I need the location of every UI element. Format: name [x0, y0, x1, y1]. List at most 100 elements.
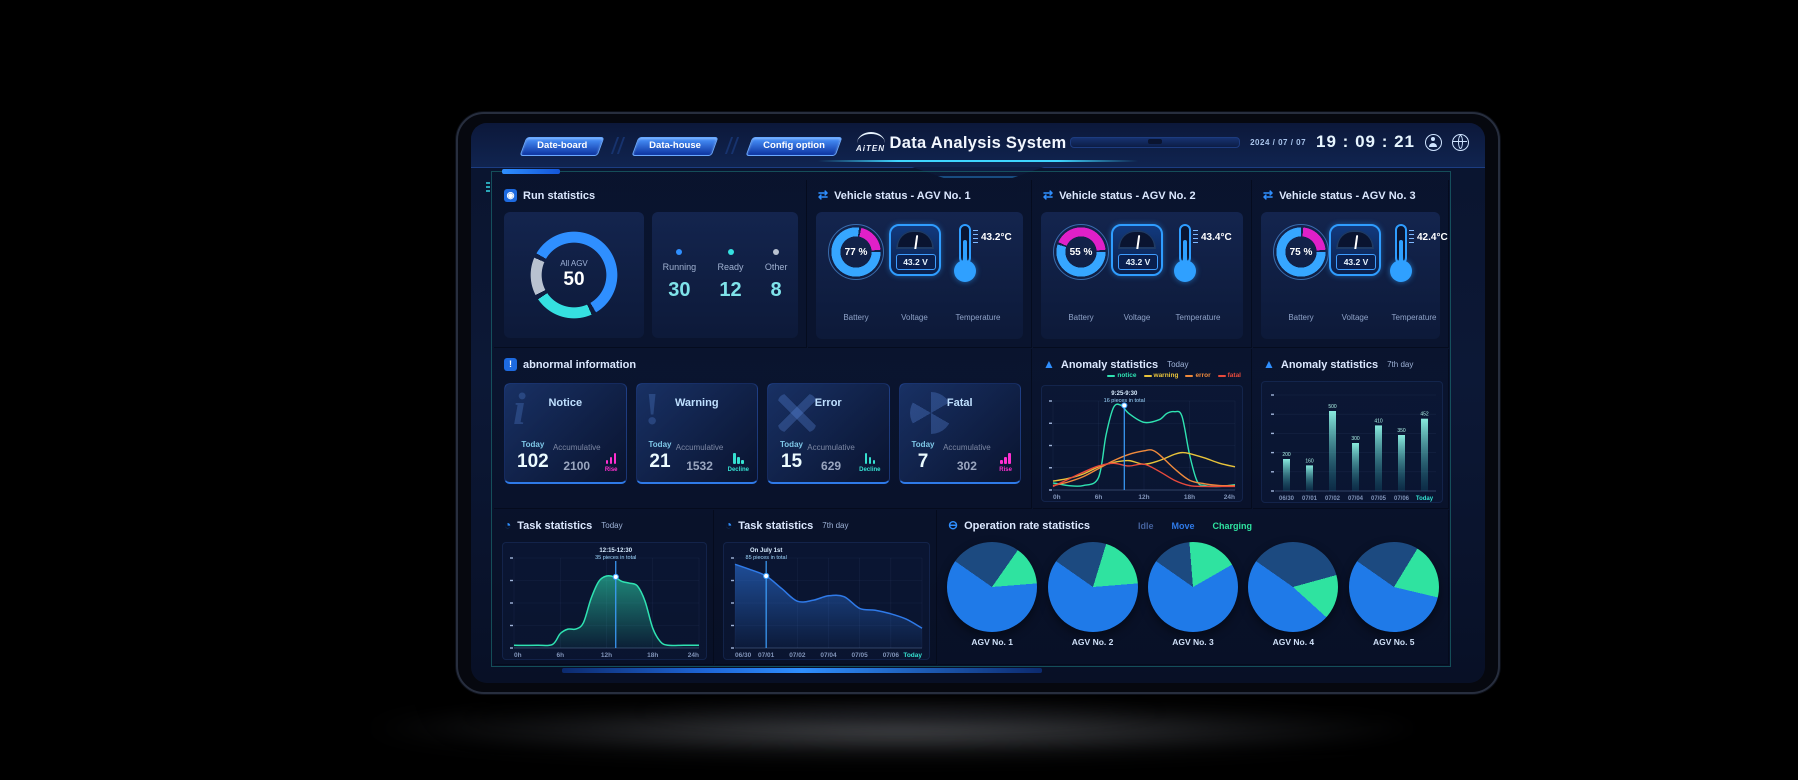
pie-label: AGV No. 4 — [1272, 637, 1315, 647]
panel-title: Run statistics — [523, 189, 596, 202]
battery-metric: 75 % Battery — [1273, 224, 1329, 322]
pie-cell: AGV No. 2 — [1047, 542, 1138, 662]
battery-metric: 55 % Battery — [1053, 224, 1109, 322]
floor-shadow-inner — [520, 690, 1280, 734]
exclamation-ghost-icon: ! — [644, 383, 660, 434]
app-header: Date-board Data-house Config option AiTE… — [471, 123, 1485, 178]
info-ghost-icon: i — [513, 383, 526, 434]
stat-value: 8 — [770, 278, 782, 301]
panel-vehicle-status-agv1: ⇄ Vehicle status - AGV No. 1 77 % Batter… — [808, 180, 1032, 348]
svg-text:07/01: 07/01 — [1302, 496, 1318, 502]
svg-text:06/30: 06/30 — [735, 652, 752, 659]
pie-agv-no-4 — [1248, 542, 1339, 632]
voltage-metric: 43.2 V Voltage — [1111, 224, 1163, 322]
accumulative-value: 629 — [821, 459, 842, 473]
svg-text:Today: Today — [903, 652, 922, 659]
pie-cell: AGV No. 5 — [1348, 542, 1439, 662]
legend-item-warning[interactable]: warning — [1143, 372, 1178, 379]
pie-agv-no-3 — [1147, 542, 1238, 632]
temperature-label: Temperature — [1175, 313, 1221, 322]
svg-text:16 pieces in total: 16 pieces in total — [1104, 398, 1145, 404]
trend-word: Rise — [999, 467, 1012, 473]
gauge-center: All AGV 50 — [530, 231, 618, 319]
trend-bars-icon — [1000, 452, 1011, 464]
voltage-metric: 43.2 V Voltage — [1329, 224, 1381, 322]
operation-rate-icon: ⊖ — [948, 518, 959, 532]
legend-item-move[interactable]: Move — [1171, 520, 1195, 531]
temperature-value: 43.4°C — [1201, 232, 1232, 243]
svg-text:160: 160 — [1305, 458, 1314, 464]
voltage-dial — [895, 230, 934, 249]
today-label: Today — [780, 440, 803, 449]
today-label: Today — [521, 440, 545, 449]
svg-text:350: 350 — [1397, 428, 1406, 434]
legend-item-idle[interactable]: Idle — [1138, 520, 1154, 531]
panel-title: Anomaly statistics — [1280, 358, 1379, 371]
legend-item-charging[interactable]: Charging — [1212, 520, 1253, 531]
fatal-card: Fatal Today 7 Accumulative 302 Rise — [898, 383, 1021, 484]
svg-text:18h: 18h — [1184, 494, 1195, 501]
all-agv-card: All AGV 50 — [504, 212, 644, 338]
legend-item-notice[interactable]: notice — [1107, 372, 1137, 379]
notice-card: i Notice Today 102 Accumulative 2100 Ris… — [504, 383, 627, 484]
language-globe-icon[interactable] — [1452, 133, 1469, 151]
battery-ring — [1056, 227, 1106, 277]
accumulative-label: Accumulative — [807, 443, 855, 452]
panel-anomaly-statistics-7day: ▲ Anomaly statistics 7th day 200 06/30 160… — [1253, 349, 1449, 509]
vehicle-card: 75 % Battery 43.2 V Voltage — [1261, 212, 1448, 339]
svg-text:12h: 12h — [1138, 494, 1149, 501]
battery-ring — [831, 227, 881, 277]
battery-label: Battery — [1288, 313, 1314, 322]
voltage-gauge: 43.2 V — [888, 224, 941, 276]
laptop-frame: Date-board Data-house Config option AiTE… — [456, 112, 1500, 694]
svg-text:410: 410 — [1374, 418, 1383, 424]
gauge-label: All AGV — [560, 259, 588, 268]
title-underline — [818, 160, 1138, 162]
svg-text:07/05: 07/05 — [1371, 496, 1387, 502]
today-value: 15 — [780, 451, 803, 472]
stat-other: Other 8 — [765, 248, 787, 302]
trend-bars-icon — [733, 452, 744, 464]
temperature-value: 43.2°C — [981, 232, 1012, 243]
battery-value: 77 % — [844, 246, 868, 258]
card-title: Notice — [548, 397, 583, 409]
temperature-metric: 43.2°C Temperature — [945, 224, 1012, 322]
trend-word: Decline — [727, 467, 749, 473]
voltage-label: Voltage — [901, 313, 928, 322]
dashboard-screen: Date-board Data-house Config option AiTE… — [471, 123, 1485, 683]
error-card: Error Today 15 Accumulative 629 Decline — [767, 383, 890, 484]
gauge-needle — [913, 235, 918, 249]
temperature-value: 42.4°C — [1417, 232, 1448, 243]
today-value: 102 — [517, 451, 549, 472]
battery-ring-gauge: 75 % — [1273, 224, 1329, 280]
trend-indicator: Rise — [605, 452, 618, 473]
trend-indicator: Decline — [859, 452, 880, 473]
accumulative-value: 2100 — [563, 459, 591, 473]
card-title: Error — [814, 397, 842, 409]
page-title: Data Analysis System — [889, 134, 1067, 152]
current-date: 2024 / 07 / 07 — [1250, 137, 1307, 147]
svg-text:07/06: 07/06 — [883, 652, 900, 659]
header-right-group: 2024 / 07 / 07 19 : 09 : 21 — [1070, 132, 1469, 152]
stat-running: Running 30 — [663, 248, 696, 302]
current-time: 19 : 09 : 21 — [1316, 132, 1415, 151]
pie-label: AGV No. 5 — [1372, 637, 1415, 647]
vehicle-status-icon: ⇄ — [1263, 188, 1274, 202]
gauge-value: 50 — [563, 269, 585, 290]
voltage-value: 43.2 V — [895, 254, 936, 270]
svg-text:07/02: 07/02 — [1325, 496, 1341, 502]
user-avatar-icon[interactable] — [1425, 133, 1442, 151]
panel-vehicle-status-agv2: ⇄ Vehicle status - AGV No. 2 55 % Batter… — [1033, 180, 1252, 348]
pie-label: AGV No. 3 — [1172, 637, 1214, 647]
legend-item-fatal[interactable]: fatal — [1217, 372, 1241, 379]
svg-text:0h: 0h — [1053, 494, 1061, 501]
pie-chart-legend: Idle Move Charging — [1138, 521, 1252, 531]
stat-label: Ready — [717, 261, 744, 272]
svg-text:35 pieces in total: 35 pieces in total — [595, 555, 636, 561]
warning-triangle-icon: ▲ — [1263, 357, 1275, 371]
trend-indicator: Rise — [999, 452, 1012, 473]
legend-item-error[interactable]: error — [1185, 372, 1211, 379]
accumulative-value: 302 — [956, 459, 977, 473]
